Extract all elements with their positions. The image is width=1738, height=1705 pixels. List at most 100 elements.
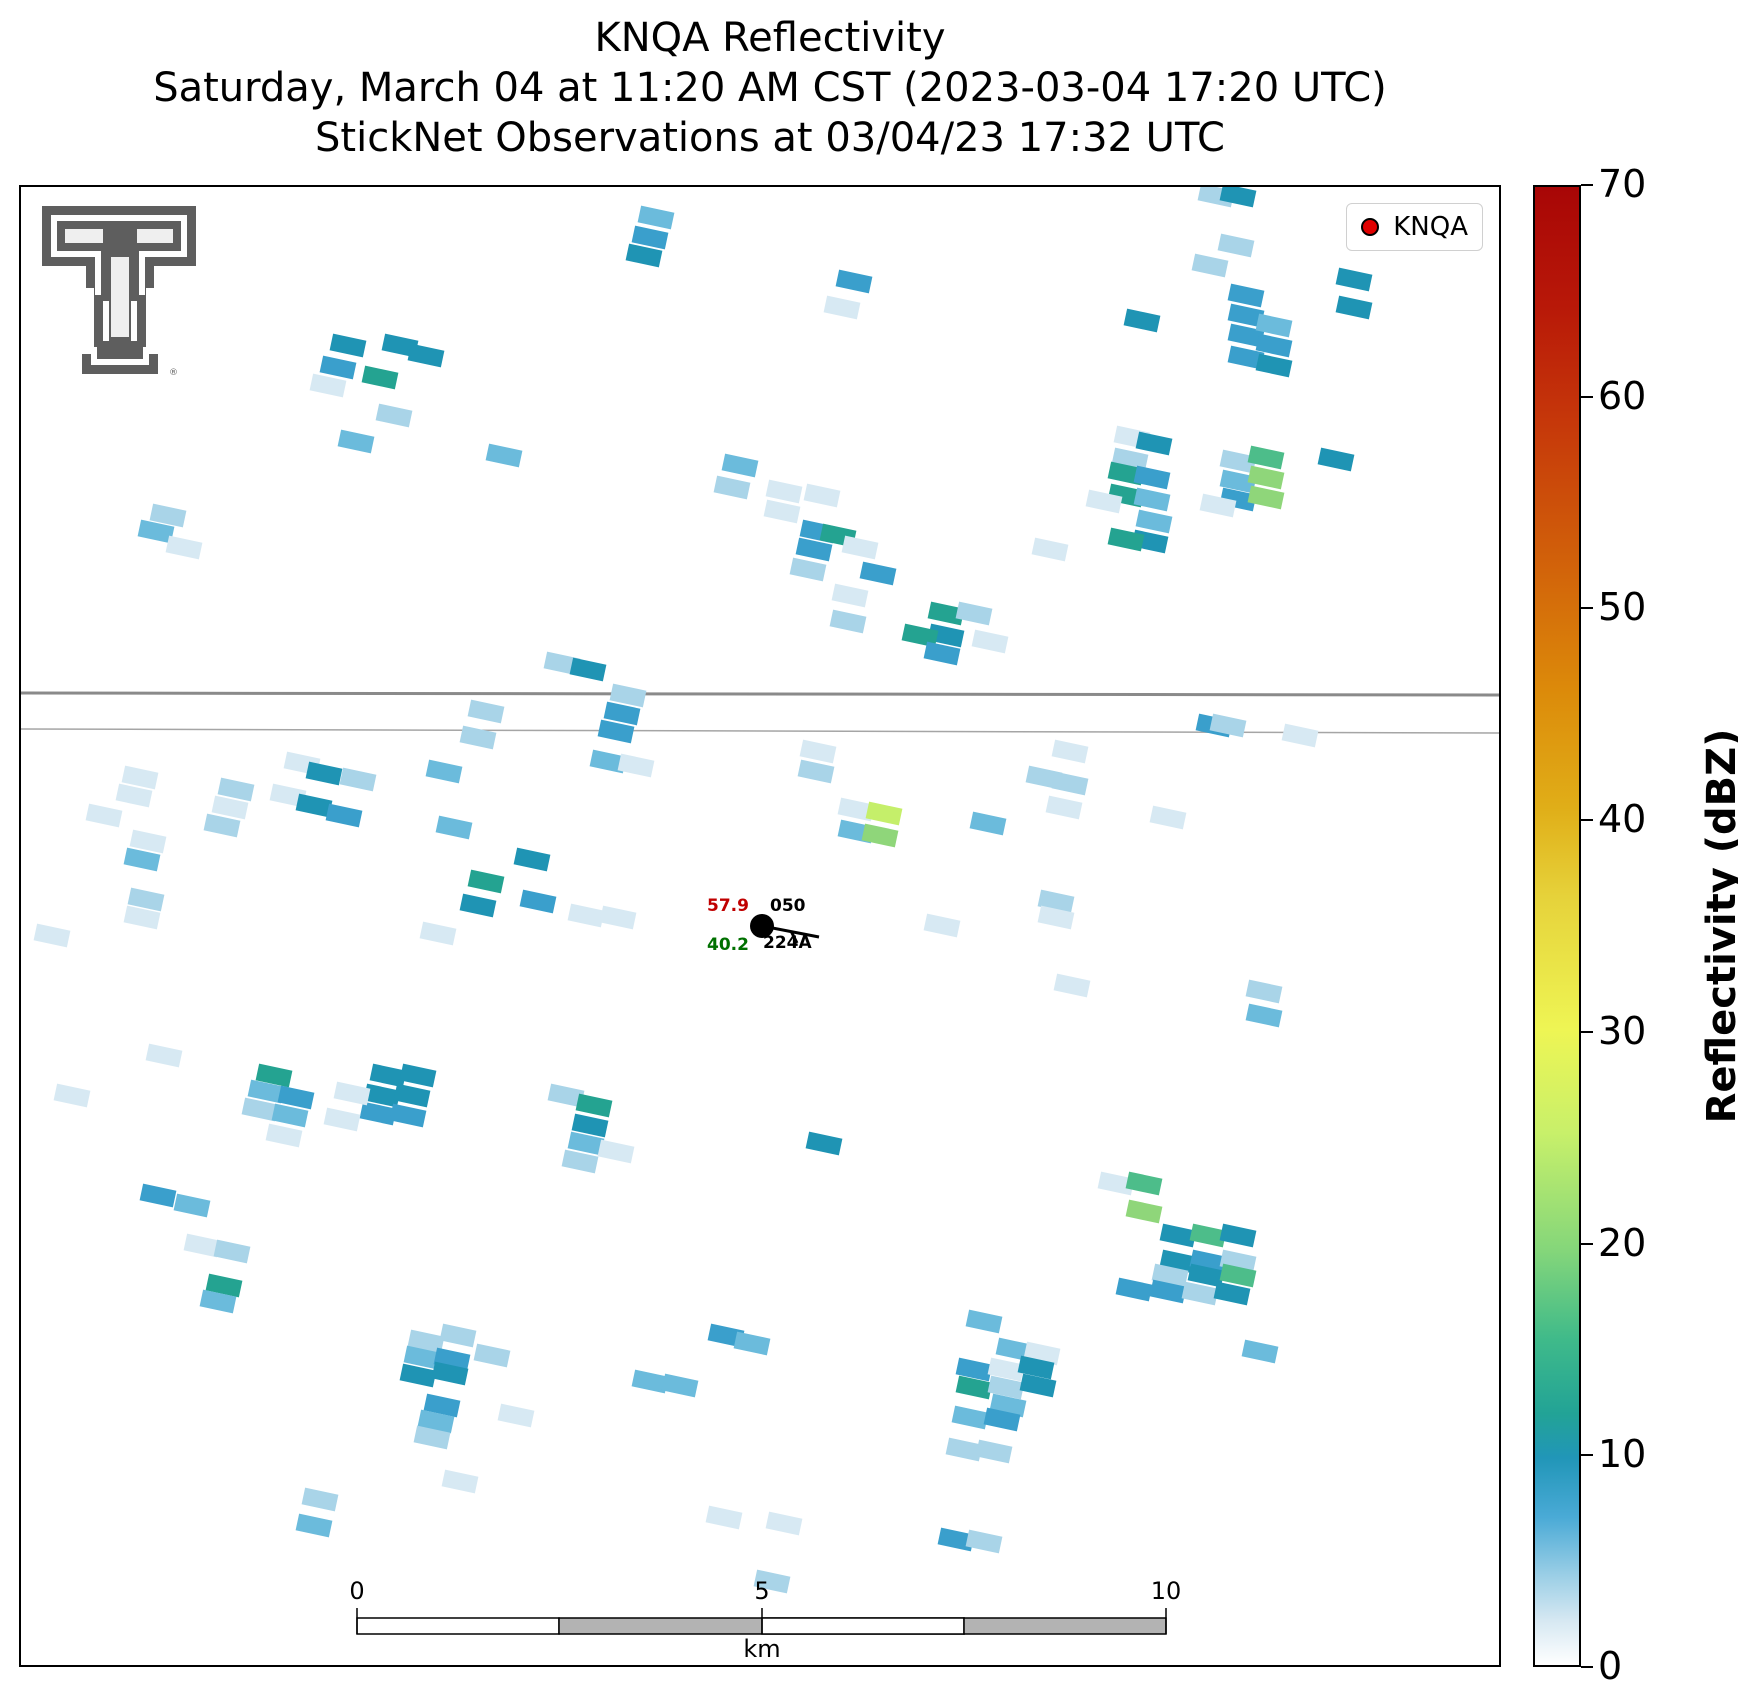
reflectivity-cell	[1149, 805, 1187, 830]
colorbar-tick	[1581, 1454, 1593, 1457]
reflectivity-cell	[199, 1289, 237, 1314]
reflectivity-cell	[1159, 1223, 1197, 1248]
reflectivity-cell	[571, 1113, 609, 1138]
reflectivity-cell	[419, 921, 457, 946]
reflectivity-cell	[567, 1131, 605, 1156]
reflectivity-cell	[85, 803, 123, 828]
reflectivity-cell	[1187, 1263, 1225, 1288]
reflectivity-cell	[325, 803, 363, 828]
reflectivity-cell	[1245, 1003, 1283, 1028]
reflectivity-cell	[1097, 1171, 1135, 1196]
scale-bar	[356, 1608, 1167, 1635]
reflectivity-cell	[597, 1139, 635, 1164]
reflectivity-cell	[753, 1569, 791, 1594]
reflectivity-cell	[417, 1409, 455, 1434]
reflectivity-cell	[441, 1469, 479, 1494]
scale-tick-label: 5	[754, 1577, 770, 1605]
reflectivity-cell	[831, 583, 869, 608]
reflectivity-cell	[473, 1343, 511, 1368]
colorbar-tick	[1581, 184, 1593, 186]
reflectivity-cell	[955, 1357, 993, 1382]
reflectivity-cell	[459, 725, 497, 750]
reflectivity-cell	[763, 499, 801, 524]
reflectivity-cell	[589, 749, 627, 774]
reflectivity-cell	[733, 1331, 771, 1356]
reflectivity-cell	[1045, 795, 1083, 820]
reflectivity-cell	[1125, 1171, 1163, 1196]
reflectivity-cell	[323, 1107, 361, 1132]
reflectivity-cell	[937, 1527, 975, 1552]
radar-layer: ®	[21, 187, 1499, 1635]
reflectivity-cell	[33, 923, 71, 948]
reflectivity-cell	[547, 1083, 585, 1108]
highway-line	[21, 691, 1499, 697]
reflectivity-cell	[459, 893, 497, 918]
reflectivity-cell	[309, 373, 347, 398]
reflectivity-cell	[1053, 973, 1091, 998]
reflectivity-cell	[1213, 1281, 1251, 1306]
reflectivity-cell	[1135, 431, 1173, 456]
colorbar-tick	[1581, 819, 1593, 822]
reflectivity-cell	[1245, 979, 1283, 1004]
reflectivity-cell	[435, 815, 473, 840]
reflectivity-cell	[835, 269, 873, 294]
reflectivity-cell	[255, 1063, 293, 1088]
reflectivity-cell	[569, 657, 607, 682]
radar-map[interactable]: ® KNQA 0 5 10 km 57.9 050 40.2 224A	[19, 185, 1501, 1667]
scale-segment	[963, 1617, 1167, 1635]
colorbar-tick-label: 30	[1598, 1008, 1647, 1053]
reflectivity-cell	[1227, 303, 1265, 328]
reflectivity-cell	[295, 1513, 333, 1538]
reflectivity-cell	[617, 753, 655, 778]
reflectivity-cell	[53, 1083, 91, 1108]
reflectivity-cell	[389, 1103, 427, 1128]
reflectivity-cell	[1227, 323, 1265, 348]
reflectivity-cell	[319, 355, 357, 380]
reflectivity-cell	[129, 829, 167, 854]
reflectivity-cell	[1255, 333, 1293, 358]
reflectivity-cell	[987, 1375, 1025, 1400]
reflectivity-cell	[513, 847, 551, 872]
double-t-logo: ®	[42, 206, 196, 378]
reflectivity-cell	[923, 641, 961, 666]
reflectivity-cell	[211, 795, 249, 820]
reflectivity-cell	[203, 813, 241, 838]
reflectivity-cell	[121, 765, 159, 790]
reflectivity-cell	[927, 601, 965, 626]
colorbar-tick-label: 10	[1598, 1432, 1647, 1477]
reflectivity-cell	[631, 1369, 669, 1394]
station-id: 050	[770, 896, 806, 916]
reflectivity-cell	[837, 797, 875, 822]
reflectivity-cell	[861, 823, 899, 848]
reflectivity-cell	[137, 519, 175, 544]
reflectivity-cell	[995, 1337, 1033, 1362]
reflectivity-cell	[955, 1375, 993, 1400]
station-dewpoint: 40.2	[707, 935, 749, 955]
reflectivity-cell	[575, 1093, 613, 1118]
scale-segment	[356, 1617, 560, 1635]
reflectivity-cell	[983, 1407, 1021, 1432]
reflectivity-cell	[1019, 1373, 1057, 1398]
reflectivity-cell	[829, 609, 867, 634]
reflectivity-cell	[865, 801, 903, 826]
reflectivity-cell	[1181, 1281, 1219, 1306]
colorbar-tick	[1581, 1030, 1593, 1033]
reflectivity-cell	[721, 453, 759, 478]
reflectivity-cell	[403, 1345, 441, 1370]
reflectivity-cell	[1219, 1223, 1257, 1248]
colorbar-tick-label: 0	[1598, 1644, 1623, 1688]
station-temperature: 57.9	[707, 896, 749, 916]
reflectivity-cell	[127, 887, 165, 912]
reflectivity-cell	[1135, 509, 1173, 534]
reflectivity-cell	[145, 1043, 183, 1068]
colorbar-tick-label: 40	[1598, 797, 1647, 842]
reflectivity-cell	[975, 1439, 1013, 1464]
reflectivity-cell	[1255, 353, 1293, 378]
title-line-3: StickNet Observations at 03/04/23 17:32 …	[315, 115, 1225, 161]
colorbar-label: Reflectivity (dBZ)	[1699, 728, 1738, 1124]
reflectivity-cell	[765, 479, 803, 504]
reflectivity-cell	[1219, 469, 1257, 494]
reflectivity-cell	[631, 225, 669, 250]
reflectivity-cell	[407, 1329, 445, 1354]
reflectivity-cell	[269, 783, 307, 808]
